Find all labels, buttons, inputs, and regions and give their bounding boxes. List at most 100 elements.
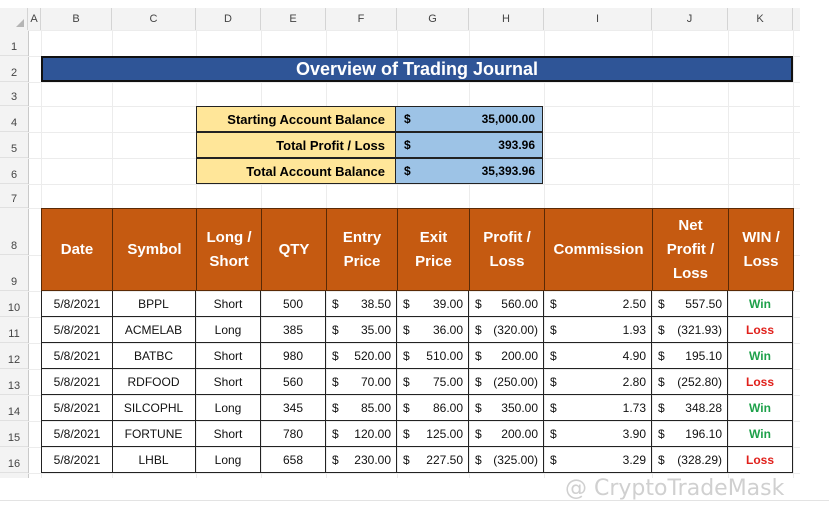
- cell-profit-loss[interactable]: $200.00: [469, 343, 544, 369]
- cell-qty[interactable]: 780: [261, 421, 326, 447]
- cell-exit-price[interactable]: $125.00: [397, 421, 469, 447]
- cell-profit-loss[interactable]: $350.00: [469, 395, 544, 421]
- cell-date[interactable]: 5/8/2021: [41, 343, 113, 369]
- column-header-g[interactable]: G: [397, 8, 469, 30]
- row-header-13[interactable]: 13: [0, 369, 28, 395]
- cell-profit-loss[interactable]: $200.00: [469, 421, 544, 447]
- cell-qty[interactable]: 345: [261, 395, 326, 421]
- cell-date[interactable]: 5/8/2021: [41, 317, 113, 343]
- column-header-h[interactable]: H: [469, 8, 544, 30]
- header-profit-loss[interactable]: Profit / Loss: [469, 208, 545, 291]
- cell-commission[interactable]: $1.93: [544, 317, 652, 343]
- summary-label[interactable]: Starting Account Balance: [196, 106, 396, 132]
- row-header-10[interactable]: 10: [0, 291, 28, 317]
- cell-profit-loss[interactable]: $ (325.00): [469, 447, 544, 473]
- cell-long-short[interactable]: Long: [196, 395, 261, 421]
- cell-entry-price[interactable]: $520.00: [326, 343, 397, 369]
- column-header-d[interactable]: D: [196, 8, 261, 30]
- column-header-b[interactable]: B: [41, 8, 112, 30]
- column-header-j[interactable]: J: [652, 8, 728, 30]
- cell-profit-loss[interactable]: $ (320.00): [469, 317, 544, 343]
- cell-qty[interactable]: 500: [261, 291, 326, 317]
- header-exit-price[interactable]: Exit Price: [397, 208, 470, 291]
- row-header-8[interactable]: 8: [0, 208, 28, 255]
- cell-win-loss[interactable]: Loss: [728, 369, 793, 395]
- cell-long-short[interactable]: Short: [196, 421, 261, 447]
- column-header-f[interactable]: F: [326, 8, 397, 30]
- cell-profit-loss[interactable]: $560.00: [469, 291, 544, 317]
- cell-entry-price[interactable]: $35.00: [326, 317, 397, 343]
- select-all-corner[interactable]: [0, 8, 28, 30]
- column-header-a[interactable]: A: [28, 8, 41, 30]
- column-header-e[interactable]: E: [261, 8, 326, 30]
- cell-date[interactable]: 5/8/2021: [41, 395, 113, 421]
- cell-date[interactable]: 5/8/2021: [41, 421, 113, 447]
- row-header-2[interactable]: 2: [0, 56, 28, 82]
- cell-exit-price[interactable]: $86.00: [397, 395, 469, 421]
- cell-commission[interactable]: $4.90: [544, 343, 652, 369]
- cell-date[interactable]: 5/8/2021: [41, 447, 113, 473]
- cell-entry-price[interactable]: $70.00: [326, 369, 397, 395]
- cell-symbol[interactable]: FORTUNE: [112, 421, 196, 447]
- cell-exit-price[interactable]: $75.00: [397, 369, 469, 395]
- cell-symbol[interactable]: SILCOPHL: [112, 395, 196, 421]
- cell-commission[interactable]: $3.90: [544, 421, 652, 447]
- cell-long-short[interactable]: Long: [196, 317, 261, 343]
- cell-entry-price[interactable]: $38.50: [326, 291, 397, 317]
- cell-qty[interactable]: 385: [261, 317, 326, 343]
- cell-win-loss[interactable]: Loss: [728, 447, 793, 473]
- row-header-12[interactable]: 12: [0, 343, 28, 369]
- cell-symbol[interactable]: RDFOOD: [112, 369, 196, 395]
- cell-win-loss[interactable]: Win: [728, 291, 793, 317]
- cell-qty[interactable]: 560: [261, 369, 326, 395]
- column-header-i[interactable]: I: [544, 8, 652, 30]
- cell-win-loss[interactable]: Win: [728, 395, 793, 421]
- sheet-title[interactable]: Overview of Trading Journal: [41, 56, 793, 82]
- cell-long-short[interactable]: Short: [196, 369, 261, 395]
- header-win-loss[interactable]: WIN / Loss: [728, 208, 794, 291]
- cell-date[interactable]: 5/8/2021: [41, 369, 113, 395]
- cell-symbol[interactable]: LHBL: [112, 447, 196, 473]
- row-header-5[interactable]: 5: [0, 132, 28, 158]
- cell-qty[interactable]: 980: [261, 343, 326, 369]
- cell-long-short[interactable]: Short: [196, 343, 261, 369]
- cell-entry-price[interactable]: $230.00: [326, 447, 397, 473]
- header-qty[interactable]: QTY: [261, 208, 327, 291]
- cell-exit-price[interactable]: $227.50: [397, 447, 469, 473]
- cell-net-profit-loss[interactable]: $ (328.29): [652, 447, 728, 473]
- cell-net-profit-loss[interactable]: $196.10: [652, 421, 728, 447]
- cell-long-short[interactable]: Short: [196, 291, 261, 317]
- cell-symbol[interactable]: BPPL: [112, 291, 196, 317]
- summary-label[interactable]: Total Account Balance: [196, 158, 396, 184]
- cell-qty[interactable]: 658: [261, 447, 326, 473]
- cell-win-loss[interactable]: Win: [728, 421, 793, 447]
- cell-commission[interactable]: $2.80: [544, 369, 652, 395]
- column-header-k[interactable]: K: [728, 8, 793, 30]
- summary-label[interactable]: Total Profit / Loss: [196, 132, 396, 158]
- row-header-11[interactable]: 11: [0, 317, 28, 343]
- summary-value[interactable]: $393.96: [396, 132, 543, 158]
- row-header-15[interactable]: 15: [0, 421, 28, 447]
- cell-net-profit-loss[interactable]: $195.10: [652, 343, 728, 369]
- cell-net-profit-loss[interactable]: $ (252.80): [652, 369, 728, 395]
- cell-net-profit-loss[interactable]: $557.50: [652, 291, 728, 317]
- row-header-1[interactable]: 1: [0, 30, 28, 56]
- cell-symbol[interactable]: BATBC: [112, 343, 196, 369]
- cell-entry-price[interactable]: $85.00: [326, 395, 397, 421]
- cell-symbol[interactable]: ACMELAB: [112, 317, 196, 343]
- header-symbol[interactable]: Symbol: [112, 208, 197, 291]
- row-header-4[interactable]: 4: [0, 106, 28, 132]
- cell-date[interactable]: 5/8/2021: [41, 291, 113, 317]
- row-header-16[interactable]: 16: [0, 447, 28, 473]
- cell-long-short[interactable]: Long: [196, 447, 261, 473]
- header-date[interactable]: Date: [41, 208, 113, 291]
- cell-net-profit-loss[interactable]: $ (321.93): [652, 317, 728, 343]
- row-header-14[interactable]: 14: [0, 395, 28, 421]
- row-header-9[interactable]: 9: [0, 255, 28, 291]
- summary-value[interactable]: $35,393.96: [396, 158, 543, 184]
- column-header-c[interactable]: C: [112, 8, 196, 30]
- header-net-profit-loss[interactable]: Net Profit / Loss: [652, 208, 729, 291]
- row-header-6[interactable]: 6: [0, 158, 28, 184]
- cell-win-loss[interactable]: Win: [728, 343, 793, 369]
- cell-entry-price[interactable]: $120.00: [326, 421, 397, 447]
